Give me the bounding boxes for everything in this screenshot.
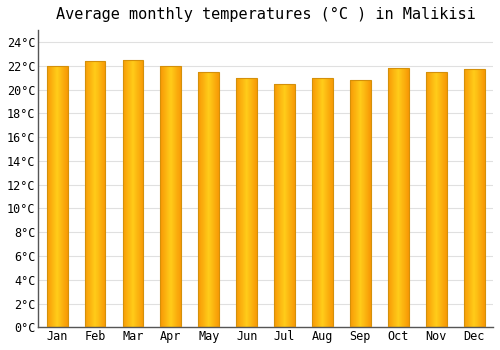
- Bar: [388, 68, 408, 327]
- Bar: [464, 69, 484, 327]
- Bar: [274, 84, 295, 327]
- Bar: [47, 66, 68, 327]
- Bar: [312, 78, 333, 327]
- Bar: [350, 80, 371, 327]
- Bar: [236, 78, 257, 327]
- Bar: [122, 60, 144, 327]
- Bar: [84, 61, 105, 327]
- Bar: [198, 72, 219, 327]
- Title: Average monthly temperatures (°C ) in Malikisi: Average monthly temperatures (°C ) in Ma…: [56, 7, 476, 22]
- Bar: [426, 72, 446, 327]
- Bar: [160, 66, 182, 327]
